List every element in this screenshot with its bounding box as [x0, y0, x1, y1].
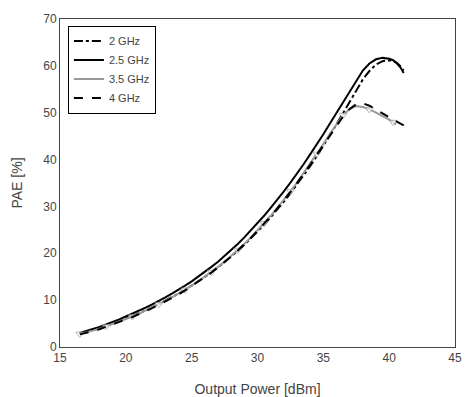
svg-text:30: 30 — [251, 351, 265, 365]
svg-text:25: 25 — [185, 351, 199, 365]
svg-text:60: 60 — [43, 59, 57, 73]
svg-text:15: 15 — [53, 351, 67, 365]
svg-text:4 GHz: 4 GHz — [109, 92, 140, 104]
svg-text:20: 20 — [43, 246, 57, 260]
svg-text:40: 40 — [382, 351, 396, 365]
svg-text:40: 40 — [43, 153, 57, 167]
svg-text:2.5 GHz: 2.5 GHz — [109, 54, 149, 66]
svg-text:10: 10 — [43, 293, 57, 307]
svg-text:PAE [%]: PAE [%] — [9, 157, 25, 208]
svg-text:70: 70 — [43, 12, 57, 26]
svg-text:Output Power [dBm]: Output Power [dBm] — [194, 381, 320, 397]
svg-text:45: 45 — [448, 351, 462, 365]
svg-text:2 GHz: 2 GHz — [109, 35, 140, 47]
svg-text:0: 0 — [50, 340, 57, 354]
svg-text:50: 50 — [43, 106, 57, 120]
svg-text:20: 20 — [119, 351, 133, 365]
svg-text:3.5 GHz: 3.5 GHz — [109, 73, 149, 85]
svg-text:35: 35 — [317, 351, 331, 365]
svg-text:30: 30 — [43, 200, 57, 214]
